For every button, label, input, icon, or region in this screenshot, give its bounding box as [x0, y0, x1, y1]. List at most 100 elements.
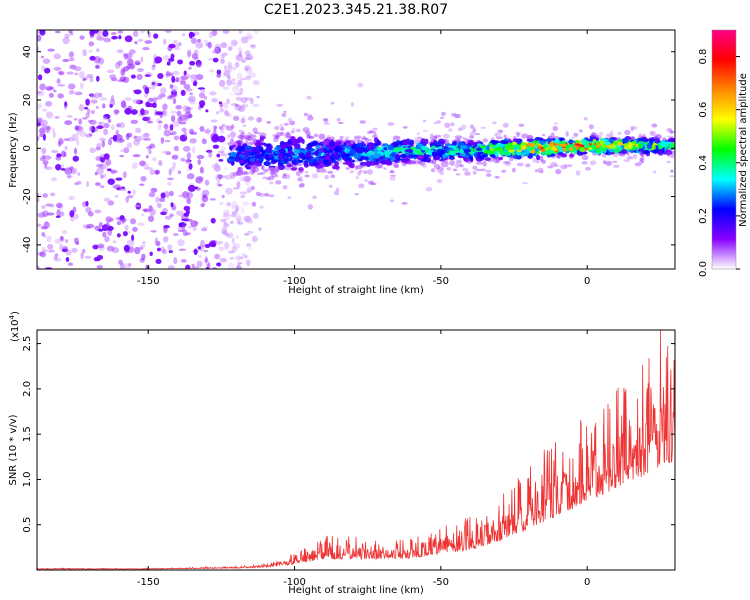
heatmap-cell	[210, 119, 217, 123]
heatmap-cell	[99, 185, 105, 188]
heatmap-cell	[580, 147, 586, 153]
heatmap-cell	[220, 42, 228, 49]
heatmap-cell	[115, 177, 123, 181]
heatmap-cell	[346, 140, 355, 146]
heatmap-cell	[573, 149, 578, 155]
heatmap-cell	[227, 75, 231, 80]
heatmap-cell	[486, 173, 492, 177]
heatmap-cell	[460, 152, 466, 157]
heatmap-cell	[184, 158, 192, 164]
heatmap-cell	[162, 103, 168, 111]
heatmap-cell	[297, 178, 301, 182]
heatmap-cell	[256, 150, 261, 155]
heatmap-cell	[37, 265, 40, 269]
heatmap-cell	[181, 218, 190, 222]
heatmap-cell	[92, 244, 99, 250]
heatmap-cell	[66, 115, 73, 118]
heatmap-cell	[56, 78, 61, 84]
heatmap-cell	[200, 89, 206, 93]
heatmap-cell	[82, 49, 87, 57]
heatmap-cell	[643, 149, 650, 154]
heatmap-cell	[64, 120, 73, 126]
heatmap-cell	[480, 126, 486, 129]
heatmap-cell	[231, 81, 237, 86]
y-tick-label: 20	[22, 94, 33, 107]
heatmap-cell	[537, 167, 544, 174]
heatmap-cell	[188, 163, 193, 170]
heatmap-cell	[384, 151, 390, 158]
heatmap-cell	[72, 167, 78, 174]
heatmap-cell	[48, 249, 55, 253]
heatmap-cell	[172, 120, 180, 128]
heatmap-cell	[166, 95, 174, 100]
heatmap-cell	[86, 73, 94, 79]
heatmap-cell	[145, 155, 149, 159]
heatmap-cell	[116, 221, 122, 226]
heatmap-cell	[268, 194, 275, 198]
heatmap-cell	[501, 169, 506, 173]
heatmap-cell	[244, 57, 252, 61]
heatmap-cell	[549, 141, 554, 147]
heatmap-cell	[78, 118, 83, 125]
heatmap-cell	[102, 30, 109, 37]
heatmap-cell	[193, 248, 198, 256]
heatmap-cell	[217, 184, 223, 187]
heatmap-cell	[211, 50, 216, 54]
heatmap-cell	[560, 153, 568, 158]
heatmap-cell	[236, 72, 243, 80]
heatmap-cell	[357, 82, 364, 88]
heatmap-cell	[408, 160, 417, 165]
heatmap-cell	[484, 149, 491, 154]
heatmap-cell	[393, 159, 400, 163]
heatmap-cell	[95, 163, 104, 168]
heatmap-cell	[288, 150, 293, 154]
heatmap-cell	[105, 158, 112, 166]
heatmap-cell	[215, 240, 224, 245]
heatmap-cell	[247, 218, 253, 224]
heatmap-cell	[66, 71, 74, 75]
heatmap-cell	[223, 211, 230, 217]
heatmap-cell	[223, 223, 230, 228]
heatmap-cell	[48, 92, 54, 98]
heatmap-cell	[171, 115, 176, 123]
heatmap-cell	[287, 196, 292, 199]
heatmap-cell	[164, 139, 171, 143]
heatmap-cell	[445, 143, 452, 147]
heatmap-cell	[227, 64, 233, 72]
heatmap-cell	[291, 155, 299, 158]
x-tick-label: -50	[433, 276, 449, 287]
heatmap-cell	[585, 166, 591, 171]
heatmap-cell	[200, 228, 208, 232]
heatmap-cell	[144, 74, 151, 77]
snr-y-ticks: 0.5 1.0 1.5 2.0 2.5	[22, 336, 675, 533]
heatmap-cell	[286, 164, 293, 168]
heatmap-cell	[115, 129, 119, 137]
heatmap-cell	[604, 141, 611, 146]
heatmap-cell	[539, 155, 544, 162]
heatmap-cell	[143, 163, 150, 170]
heatmap-cell	[474, 132, 481, 136]
heatmap-cell	[300, 182, 305, 187]
heatmap-cell	[214, 253, 221, 260]
heatmap-cell	[535, 160, 540, 164]
heatmap-cell	[229, 93, 236, 96]
heatmap-cell	[531, 149, 536, 154]
heatmap-cell	[137, 39, 144, 42]
heatmap-cell	[111, 35, 118, 40]
heatmap-cell	[163, 226, 168, 234]
colorbar-ticks: 0.0 0.2 0.4 0.6 0.8	[698, 49, 740, 277]
heatmap-cell	[219, 79, 226, 87]
heatmap-cell	[85, 200, 89, 207]
heatmap-cell	[45, 111, 54, 119]
heatmap-cell	[626, 155, 632, 160]
heatmap-cell	[139, 183, 145, 186]
heatmap-cell	[226, 79, 232, 86]
heatmap-cell	[61, 245, 69, 252]
heatmap-cell	[173, 39, 178, 45]
heatmap-cell	[601, 153, 607, 158]
heatmap-cell	[147, 215, 155, 223]
heatmap-cell	[89, 76, 94, 83]
heatmap-cell	[216, 262, 222, 267]
heatmap-cell	[640, 157, 645, 164]
heatmap-cell	[387, 122, 395, 126]
